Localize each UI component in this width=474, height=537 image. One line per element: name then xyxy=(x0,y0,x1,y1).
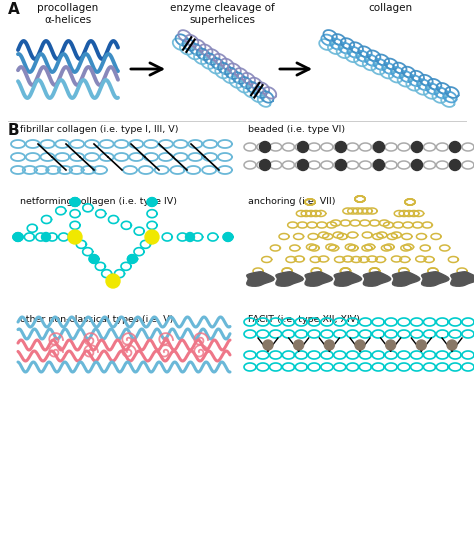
Circle shape xyxy=(416,340,426,350)
Circle shape xyxy=(447,340,457,350)
Text: fibrillar collagen (i.e. type I, III, V): fibrillar collagen (i.e. type I, III, V) xyxy=(20,125,179,134)
Circle shape xyxy=(336,142,346,153)
Circle shape xyxy=(90,255,99,264)
Circle shape xyxy=(355,340,365,350)
Circle shape xyxy=(411,159,422,171)
Circle shape xyxy=(324,340,334,350)
Text: FACIT (i.e. type XII, XIV): FACIT (i.e. type XII, XIV) xyxy=(248,315,360,324)
Polygon shape xyxy=(246,272,274,286)
Circle shape xyxy=(224,233,233,242)
Circle shape xyxy=(185,233,194,242)
Circle shape xyxy=(68,230,82,244)
Polygon shape xyxy=(334,272,362,286)
Text: anchoring (i.e. VII): anchoring (i.e. VII) xyxy=(248,197,336,206)
Text: enzyme cleavage of
superhelices: enzyme cleavage of superhelices xyxy=(170,3,274,25)
Circle shape xyxy=(145,230,159,244)
Circle shape xyxy=(449,142,461,153)
Text: B: B xyxy=(8,123,19,138)
Circle shape xyxy=(298,159,309,171)
Circle shape xyxy=(42,233,51,242)
Circle shape xyxy=(147,198,156,207)
Polygon shape xyxy=(276,272,303,286)
Text: A: A xyxy=(8,2,20,17)
Text: collagen: collagen xyxy=(368,3,412,13)
Circle shape xyxy=(374,159,384,171)
Text: other non-classical types (i.e. V): other non-classical types (i.e. V) xyxy=(20,315,173,324)
Polygon shape xyxy=(392,272,420,286)
Circle shape xyxy=(449,159,461,171)
Circle shape xyxy=(298,142,309,153)
Circle shape xyxy=(411,142,422,153)
Circle shape xyxy=(128,255,137,264)
Circle shape xyxy=(294,340,304,350)
Text: beaded (i.e. type VI): beaded (i.e. type VI) xyxy=(248,125,345,134)
Polygon shape xyxy=(363,272,391,286)
Polygon shape xyxy=(421,272,449,286)
Polygon shape xyxy=(305,272,333,286)
Circle shape xyxy=(386,340,396,350)
Circle shape xyxy=(13,233,22,242)
Circle shape xyxy=(336,159,346,171)
Circle shape xyxy=(259,159,271,171)
Circle shape xyxy=(259,142,271,153)
Polygon shape xyxy=(451,272,474,286)
Circle shape xyxy=(106,274,120,288)
Circle shape xyxy=(263,340,273,350)
Circle shape xyxy=(374,142,384,153)
Text: netforming collagen (i.e. type IV): netforming collagen (i.e. type IV) xyxy=(20,197,177,206)
Text: procollagen
α-helices: procollagen α-helices xyxy=(37,3,99,25)
Circle shape xyxy=(71,198,80,207)
